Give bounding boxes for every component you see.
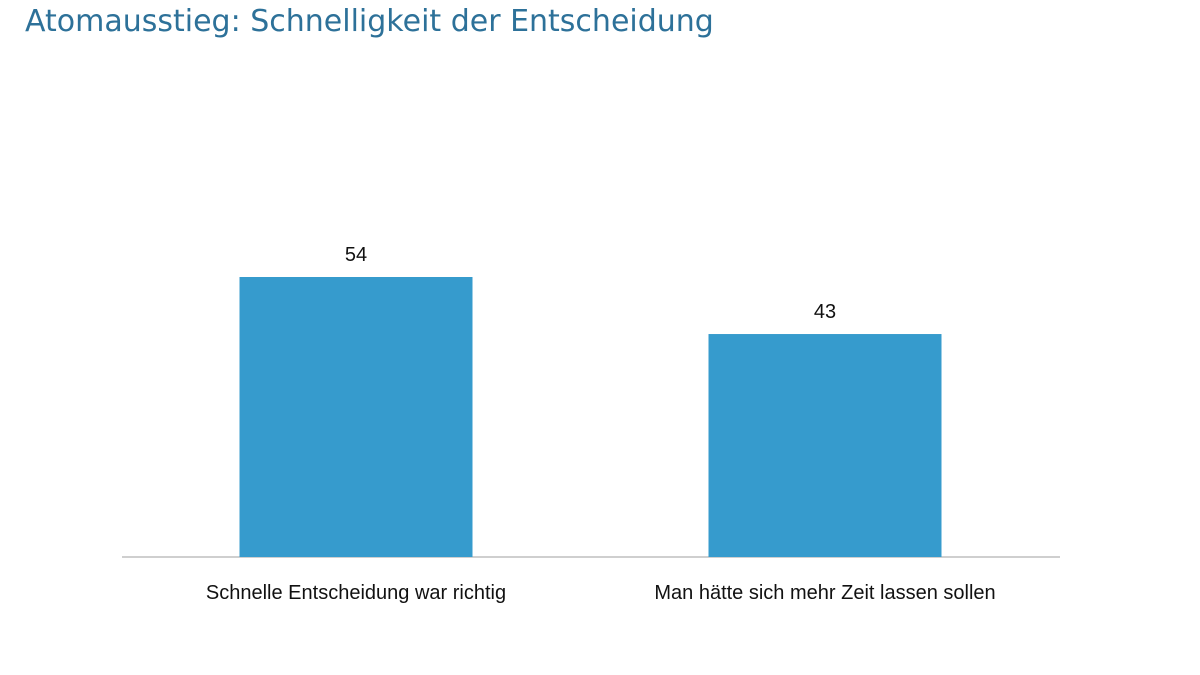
bar-1 bbox=[239, 277, 473, 557]
data-label: 43 bbox=[814, 301, 836, 323]
x-tick-label: Schnelle Entscheidung war richtig bbox=[206, 582, 506, 604]
bar-2 bbox=[708, 334, 942, 557]
data-label: 54 bbox=[345, 244, 367, 266]
chart-title: Atomausstieg: Schnelligkeit der Entschei… bbox=[25, 4, 714, 39]
x-tick-label: Man hätte sich mehr Zeit lassen sollen bbox=[654, 582, 995, 604]
